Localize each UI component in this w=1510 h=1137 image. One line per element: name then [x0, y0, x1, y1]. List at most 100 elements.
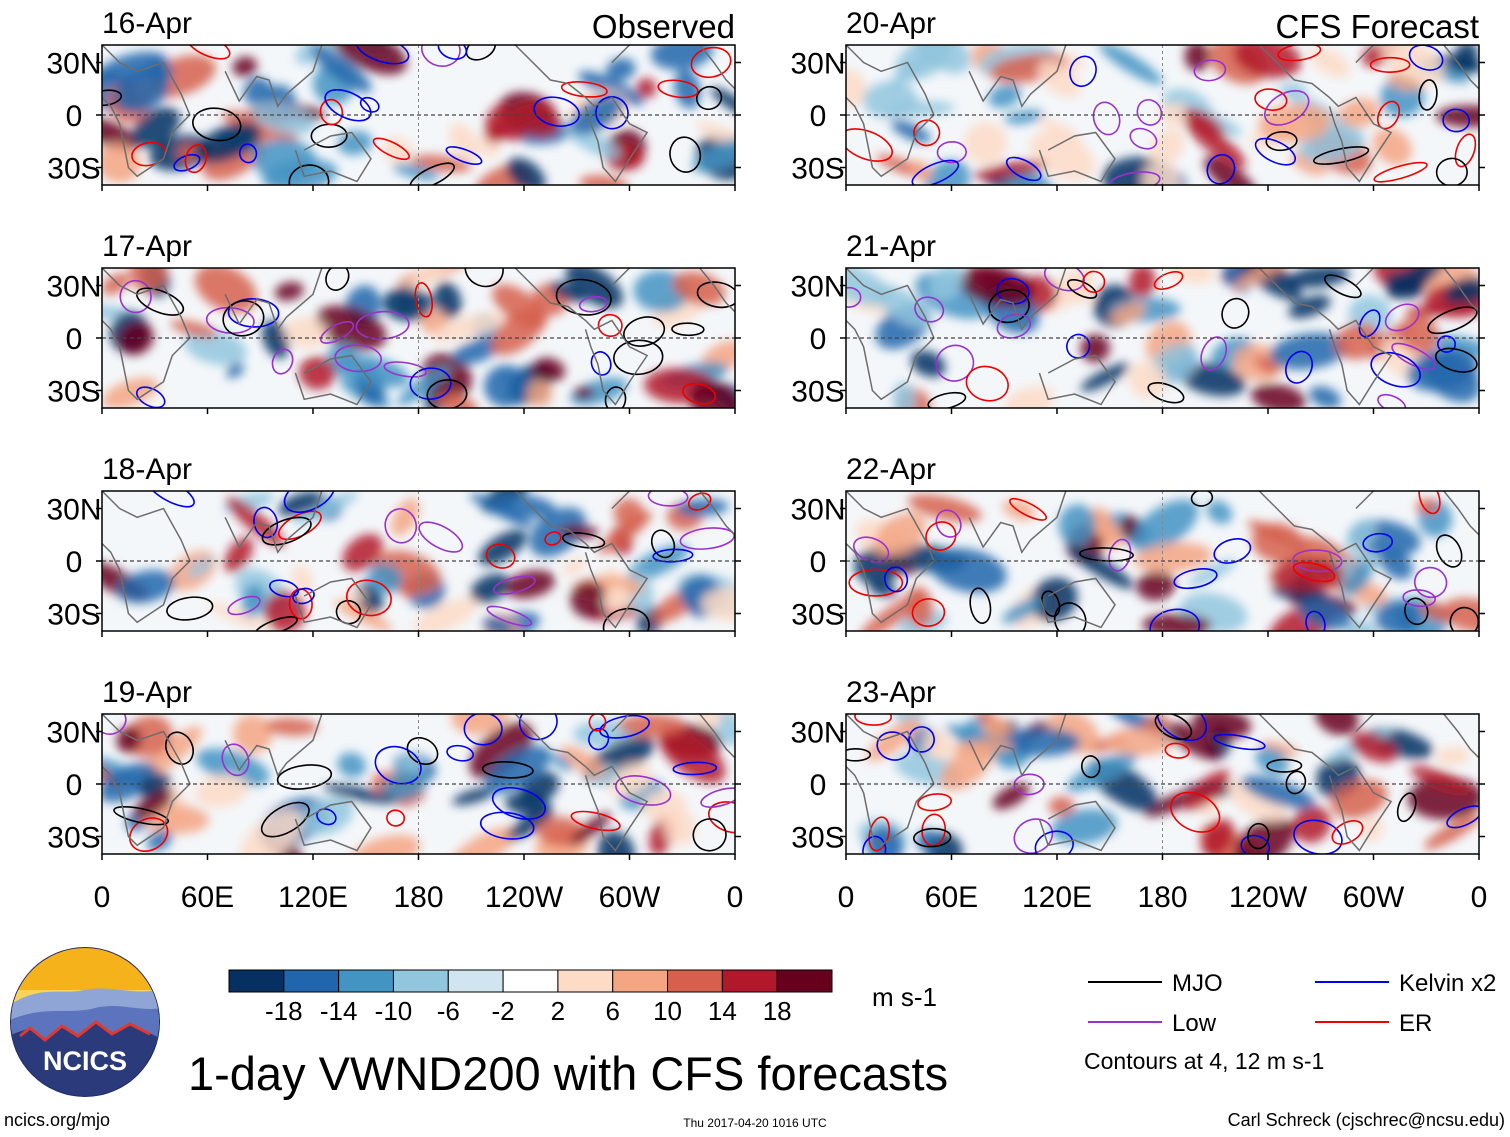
contour-line	[166, 596, 214, 621]
contour-line	[227, 298, 280, 328]
contour-line	[1013, 818, 1054, 854]
wind-anomaly-cell	[1183, 770, 1231, 811]
y-tick-label: 30N	[46, 48, 101, 81]
wind-anomaly-cell	[891, 120, 931, 143]
panel-date: 18-Apr	[102, 453, 192, 486]
wave-contours	[102, 714, 735, 852]
wind-anomaly-cell	[1309, 386, 1342, 408]
wind-anomaly-cell	[487, 124, 527, 141]
vwnd-field	[102, 714, 735, 854]
coastline	[699, 491, 735, 536]
colorbar-swatch	[228, 969, 285, 993]
coastline	[514, 491, 649, 629]
wind-anomaly-cell	[131, 107, 181, 149]
contour-line	[1265, 131, 1298, 152]
wind-anomaly-cell	[315, 305, 387, 351]
wind-anomaly-cell	[452, 338, 500, 365]
contour-line	[324, 89, 372, 122]
coastline	[1258, 714, 1393, 852]
coastline	[294, 131, 372, 183]
contour-line	[492, 575, 536, 595]
contour-line	[221, 743, 250, 777]
contour-line	[700, 787, 735, 808]
wind-anomaly-cell	[224, 537, 254, 573]
contour-line	[555, 278, 612, 316]
wind-anomaly-cell	[265, 717, 318, 736]
wave-contours	[119, 268, 735, 408]
wind-anomaly-cell	[1435, 105, 1479, 128]
contour-line	[1247, 822, 1270, 850]
contour-line	[914, 296, 945, 323]
contour-line	[1384, 303, 1420, 332]
contour-line	[1066, 278, 1098, 299]
wind-anomaly-cell	[628, 544, 690, 581]
coastline	[102, 45, 191, 178]
coastline	[611, 45, 631, 64]
wind-anomaly-cell	[132, 789, 174, 819]
wind-anomaly-cell	[550, 753, 574, 771]
y-tick-label: 0	[810, 323, 827, 356]
coastline	[846, 714, 935, 847]
contour-line	[650, 529, 676, 559]
wind-anomaly-cell	[1166, 268, 1215, 284]
wind-anomaly-cell	[478, 529, 527, 566]
contour-line	[965, 365, 1009, 402]
contour-line	[1129, 127, 1158, 150]
contour-line	[1213, 733, 1266, 751]
contour-line	[1434, 347, 1478, 373]
wind-anomaly-cell	[533, 357, 566, 382]
y-tick-label: 0	[66, 769, 83, 802]
y-tick-label: 0	[66, 100, 83, 133]
coastline	[294, 354, 372, 406]
contour-line	[917, 793, 952, 812]
wind-anomaly-cell	[696, 121, 735, 150]
wind-anomaly-cell	[140, 726, 203, 779]
contour-line	[936, 140, 967, 164]
contour-line	[414, 282, 433, 318]
y-tick-label: 30S	[791, 376, 844, 409]
contour-line	[102, 714, 127, 735]
x-tick-label: 120E	[278, 881, 348, 914]
contour-line	[561, 532, 606, 549]
contour-line	[846, 128, 893, 162]
wind-anomaly-cell	[1258, 740, 1300, 756]
contour-line	[1264, 89, 1310, 126]
wind-anomaly-cell	[1058, 504, 1096, 546]
contour-line	[1312, 146, 1370, 165]
coastline	[1355, 268, 1375, 287]
coastlines	[102, 268, 735, 406]
contour-line	[669, 136, 702, 173]
wind-anomaly-cell	[298, 356, 336, 390]
wind-anomaly-cell	[1441, 597, 1479, 631]
y-tick-label: 30S	[47, 822, 100, 855]
colorbar-label: 6	[605, 996, 619, 1026]
wind-anomaly-cell	[1048, 796, 1075, 816]
coastline	[968, 714, 1067, 777]
vwnd-field	[102, 268, 735, 408]
contour-line	[1442, 108, 1471, 133]
wind-anomaly-cell	[1315, 714, 1359, 736]
wind-anomaly-cell	[1184, 117, 1246, 168]
y-tick-label: 0	[66, 323, 83, 356]
wind-anomaly-cell	[526, 380, 553, 407]
contour-line	[696, 281, 735, 309]
contour-line	[690, 46, 732, 79]
contour-line	[1391, 342, 1436, 371]
panel-date: 21-Apr	[846, 230, 936, 263]
legend-label: Low	[1172, 1010, 1217, 1037]
colorbar-label: -14	[320, 996, 358, 1026]
contour-line	[708, 801, 735, 834]
wind-anomaly-cell	[436, 392, 478, 408]
y-tick-label: 30N	[46, 494, 101, 527]
wave-contours	[846, 714, 1479, 854]
y-tick-label: 0	[66, 546, 83, 579]
contour-line	[1193, 59, 1227, 82]
wind-anomaly-cell	[413, 597, 478, 631]
wind-anomaly-cell	[1373, 127, 1412, 166]
contour-line	[578, 295, 608, 313]
x-tick-label: 60W	[1343, 881, 1405, 914]
contour-line	[409, 367, 452, 400]
contour-line	[597, 313, 623, 337]
coastline	[846, 268, 935, 401]
